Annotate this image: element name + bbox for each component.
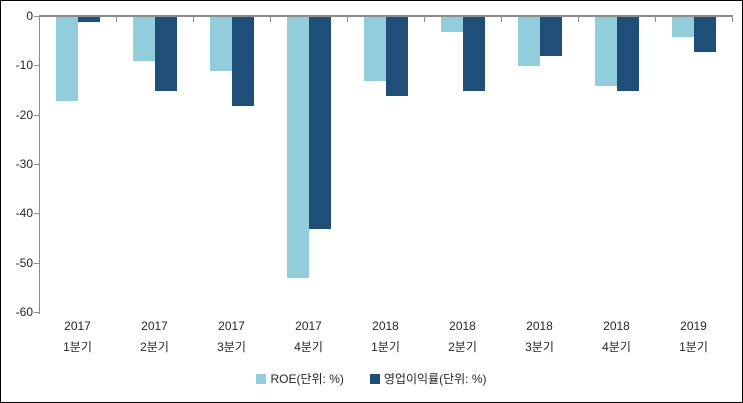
- legend-label: 영업이익률(단위: %): [383, 372, 487, 386]
- category-year: 2018: [603, 319, 630, 333]
- y-axis-line: [39, 15, 40, 314]
- bar-series-1-cat-4: [385, 17, 408, 96]
- category-year: 2018: [526, 319, 553, 333]
- bar-series-0-cat-3: [286, 17, 309, 279]
- bar-series-0-cat-7: [594, 17, 617, 87]
- x-axis-category-label: 2017 1분기: [39, 316, 116, 358]
- y-axis-tick-label: 0: [26, 9, 33, 23]
- legend-item-1: 영업이익률(단위: %): [369, 370, 487, 387]
- bar-series-1-cat-3: [308, 17, 331, 230]
- category-year: 2017: [295, 319, 322, 333]
- y-axis-tick-label: -10: [15, 58, 33, 73]
- category-quarter: 4분기: [602, 340, 631, 354]
- category-year: 2018: [449, 319, 476, 333]
- legend-item-0: ROE(단위: %): [256, 370, 344, 387]
- x-axis-category-label: 2019 1분기: [655, 316, 732, 358]
- x-axis-zero-line: [39, 15, 733, 17]
- bar-series-0-cat-4: [363, 17, 386, 82]
- category-quarter: 3분기: [217, 340, 246, 354]
- y-axis-tick-label: -30: [15, 157, 33, 171]
- x-axis-tick: [116, 17, 117, 22]
- bar-series-1-cat-1: [154, 17, 177, 91]
- x-axis-category-label: 2018 2분기: [424, 316, 501, 358]
- legend: ROE(단위: %) 영업이익률(단위: %): [1, 370, 742, 387]
- bar-series-1-cat-8: [693, 17, 716, 52]
- category-quarter: 2분기: [448, 340, 477, 354]
- y-axis-tick: [34, 164, 39, 165]
- category-year: 2017: [141, 319, 168, 333]
- x-axis-tick: [732, 17, 733, 22]
- y-axis-tick-label: -60: [15, 305, 33, 319]
- y-axis-tick-label: -50: [15, 255, 33, 270]
- legend-swatch-icon: [256, 373, 267, 384]
- y-axis-tick-label: -40: [15, 206, 33, 221]
- legend-label: ROE(단위: %): [270, 372, 344, 386]
- bar-series-1-cat-6: [539, 17, 562, 57]
- y-axis-tick: [34, 65, 39, 67]
- y-axis-tick: [34, 312, 39, 313]
- bar-series-1-cat-2: [231, 17, 254, 106]
- legend-swatch-icon: [369, 373, 380, 384]
- y-axis-tick: [34, 213, 39, 215]
- y-axis-tick: [34, 262, 39, 264]
- x-axis-category-label: 2017 3분기: [193, 316, 270, 358]
- x-axis-tick: [655, 17, 656, 22]
- bar-series-0-cat-2: [209, 17, 232, 72]
- category-year: 2019: [680, 319, 707, 333]
- y-axis-tick: [34, 16, 39, 17]
- bar-series-1-cat-5: [462, 17, 485, 91]
- x-axis-tick: [270, 17, 271, 22]
- bar-series-0-cat-8: [671, 17, 694, 37]
- bar-series-0-cat-5: [440, 17, 463, 32]
- category-year: 2018: [372, 319, 399, 333]
- category-quarter: 3분기: [525, 340, 554, 354]
- category-year: 2017: [64, 319, 91, 333]
- x-axis-tick: [39, 17, 40, 22]
- x-axis-category-label: 2018 3분기: [501, 316, 578, 358]
- bar-series-0-cat-1: [132, 17, 155, 62]
- x-axis-tick: [578, 17, 579, 22]
- x-axis-tick: [501, 17, 502, 22]
- x-axis-category-label: 2018 4분기: [578, 316, 655, 358]
- category-quarter: 2분기: [140, 340, 169, 354]
- y-axis-tick-label: -20: [15, 107, 33, 122]
- x-axis-category-label: 2018 1분기: [347, 316, 424, 358]
- bar-series-1-cat-0: [77, 17, 100, 22]
- x-axis-tick: [193, 17, 194, 22]
- category-quarter: 1분기: [679, 340, 708, 354]
- category-quarter: 1분기: [371, 340, 400, 354]
- category-quarter: 1분기: [63, 340, 92, 354]
- y-axis-tick: [34, 114, 39, 116]
- category-year: 2017: [218, 319, 245, 333]
- x-axis-tick: [347, 17, 348, 22]
- x-axis-category-label: 2017 2분기: [116, 316, 193, 358]
- x-axis-tick: [424, 17, 425, 22]
- x-axis-category-label: 2017 4분기: [270, 316, 347, 358]
- bar-series-1-cat-7: [616, 17, 639, 91]
- bar-series-0-cat-0: [55, 17, 78, 101]
- category-quarter: 4분기: [294, 340, 323, 354]
- bar-series-0-cat-6: [517, 17, 540, 67]
